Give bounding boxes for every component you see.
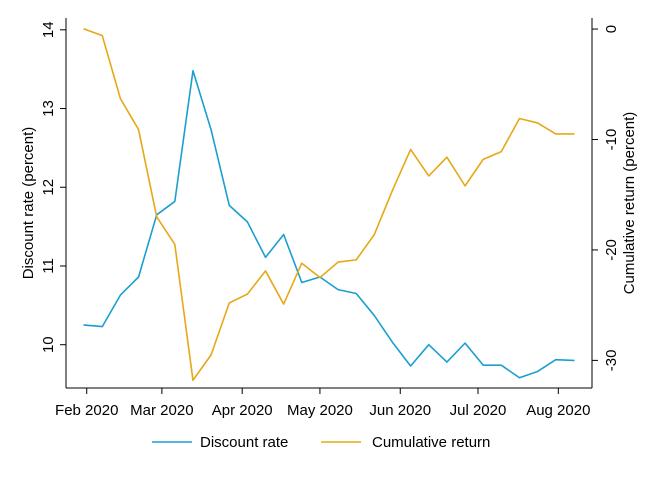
x-axis-tick-label: May 2020 bbox=[287, 402, 353, 419]
series-line-discount-rate bbox=[83, 69, 575, 379]
right-axis-tick-label: 0 bbox=[603, 25, 620, 33]
left-axis-tick-label: 13 bbox=[40, 100, 57, 117]
legend-label-cumulative-return: Cumulative return bbox=[372, 434, 490, 451]
left-axis-tick-label: 12 bbox=[40, 179, 57, 196]
labels-layer: 10 11 12 13 14 0 -10 -20 -30 Feb 2020 Mar 2020 Apr … bbox=[20, 21, 638, 419]
left-axis-title: Discount rate (percent) bbox=[20, 127, 37, 280]
x-axis-tick-label: Mar 2020 bbox=[130, 402, 193, 419]
left-axis-tick-label: 14 bbox=[40, 21, 57, 38]
right-axis-title: Cumulative return (percent) bbox=[621, 112, 638, 295]
axes-layer bbox=[60, 18, 598, 394]
legend-label-discount-rate: Discount rate bbox=[200, 434, 288, 451]
right-axis-tick-label: -30 bbox=[603, 350, 620, 372]
series-line-cumulative-return bbox=[83, 28, 575, 382]
x-axis-tick-label: Aug 2020 bbox=[526, 402, 590, 419]
right-axis-tick-label: -20 bbox=[603, 239, 620, 261]
x-axis-tick-label: Jul 2020 bbox=[450, 402, 507, 419]
legend: Discount rate Cumulative return bbox=[152, 434, 490, 451]
series-layer bbox=[83, 28, 575, 382]
x-axis-tick-label: Jun 2020 bbox=[369, 402, 431, 419]
right-axis-tick-label: -10 bbox=[603, 129, 620, 151]
x-axis-tick-label: Apr 2020 bbox=[212, 402, 273, 419]
x-axis-tick-label: Feb 2020 bbox=[55, 402, 118, 419]
left-axis-tick-label: 10 bbox=[40, 336, 57, 353]
left-axis-tick-label: 11 bbox=[40, 258, 57, 274]
